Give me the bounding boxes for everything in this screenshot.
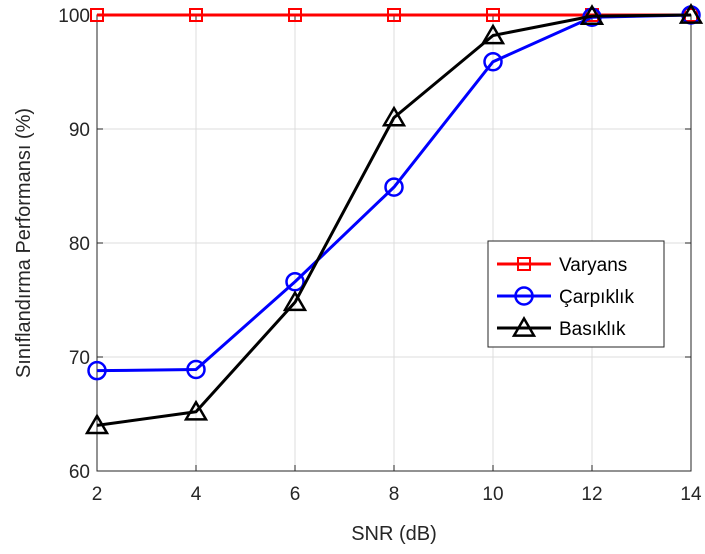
y-axis-title: Sınıflandırma Performansı (%)	[13, 108, 35, 378]
legend-label: Varyans	[559, 255, 627, 276]
data-point	[87, 360, 107, 381]
data-point	[384, 177, 404, 197]
legend-marker	[514, 286, 534, 306]
x-tick-label: 12	[581, 484, 602, 505]
data-point	[486, 8, 500, 22]
data-point	[483, 51, 503, 72]
x-tick-label: 14	[680, 484, 702, 505]
y-tick-label: 60	[69, 462, 90, 483]
data-point	[183, 399, 209, 421]
data-point	[90, 8, 104, 22]
data-point	[189, 8, 203, 22]
y-tick-label: 100	[58, 6, 90, 27]
x-axis-title: SNR (dB)	[351, 523, 437, 545]
legend-label: Çarpıklık	[559, 287, 634, 308]
data-point	[84, 413, 110, 435]
x-tick-label: 10	[482, 484, 503, 505]
x-tick-label: 2	[92, 484, 103, 505]
data-point	[381, 105, 407, 127]
y-tick-label: 70	[69, 348, 90, 369]
data-point	[480, 23, 506, 45]
legend-marker	[517, 257, 531, 271]
data-point	[579, 4, 605, 25]
data-point	[678, 3, 704, 24]
data-series	[84, 3, 704, 435]
series-group	[84, 3, 704, 435]
legend-marker	[511, 316, 537, 337]
legend-label: Basıklık	[559, 319, 626, 340]
x-tick-label: 8	[389, 484, 400, 505]
y-tick-label: 90	[69, 120, 90, 141]
x-tick-label: 6	[290, 484, 301, 505]
legend: Varyans Çarpıklık Basıklık	[487, 240, 665, 348]
data-point	[285, 272, 305, 292]
data-point	[387, 8, 401, 22]
data-point	[288, 8, 302, 22]
series-line	[96, 13, 692, 427]
x-tick-label: 4	[191, 484, 202, 505]
y-tick-label: 80	[69, 234, 90, 255]
data-point	[186, 359, 206, 380]
data-point	[282, 290, 308, 312]
